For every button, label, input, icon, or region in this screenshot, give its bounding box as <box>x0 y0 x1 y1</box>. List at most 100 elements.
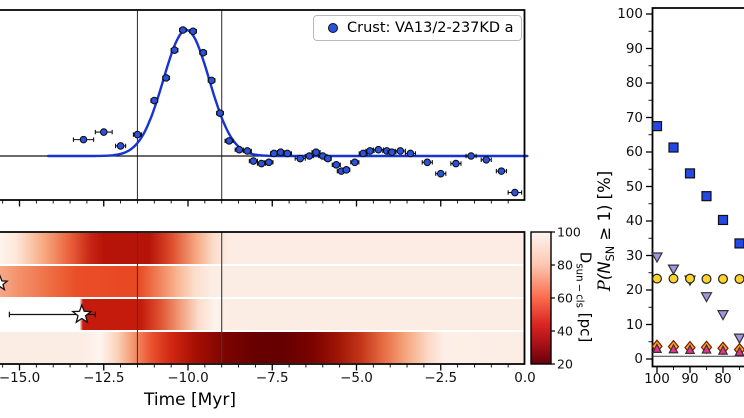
probability-tick-label: 50 <box>625 178 643 195</box>
data-point-crust <box>216 109 224 117</box>
data-point-crust <box>374 145 383 154</box>
data-point-crust <box>296 154 305 163</box>
right-x-tick-label: 100 <box>644 371 670 387</box>
probability-tick-label: 60 <box>625 144 643 160</box>
star-marker <box>71 303 93 324</box>
top-panel-spines <box>0 9 526 201</box>
probability-tick-label: 30 <box>625 247 643 264</box>
data-point-crust <box>189 27 197 36</box>
data-point-crust <box>265 158 273 167</box>
data-point-crust <box>249 157 258 165</box>
probability-tick-label: 70 <box>625 109 643 126</box>
data-point-crust <box>170 46 179 54</box>
data-point-pink-up-triangles <box>684 344 696 355</box>
data-point-crust <box>342 166 351 174</box>
data-point-pink-up-triangles <box>734 346 744 357</box>
data-point-pink-up-triangles <box>701 343 712 354</box>
probability-tick-label: 80 <box>625 75 643 91</box>
data-point-crust <box>133 130 142 139</box>
data-point-crust <box>116 142 125 150</box>
probability-tick-label: 40 <box>625 213 643 229</box>
data-point-crust <box>388 148 396 157</box>
time-tick-label: −7.5 <box>255 370 289 386</box>
time-tick-label: 0.0 <box>514 370 536 386</box>
data-point-pink-up-triangles <box>651 343 663 353</box>
colorbar-frame <box>530 231 552 365</box>
data-point-blue-squares <box>734 238 744 249</box>
heatmap-row-4 <box>0 332 525 363</box>
gaussian-fit-line <box>46 28 529 158</box>
colorbar-tick-label: 40 <box>557 323 573 339</box>
data-point-crust <box>235 145 244 154</box>
time-tick-label: −12.5 <box>83 370 125 386</box>
data-point-blue-squares <box>701 191 712 202</box>
data-point-crust <box>257 159 266 168</box>
data-point-yellow-circles <box>701 273 712 284</box>
data-point-crust <box>270 149 278 158</box>
data-point-crust <box>283 149 292 158</box>
time-tick-label: −2.5 <box>424 370 458 386</box>
legend-box: Crust: VA13/2-237KD a <box>313 15 522 41</box>
data-point-crust <box>436 169 445 178</box>
probability-y-axis-label: P(NSN ≥ 1) [%] <box>594 170 618 292</box>
probability-tick-label: 10 <box>625 316 643 333</box>
legend-marker-icon <box>328 23 338 33</box>
data-point-yellow-circles <box>717 273 728 284</box>
probability-tick-label: 20 <box>625 282 643 298</box>
data-point-blue-squares <box>684 168 696 179</box>
probability-tick-label: 0 <box>634 351 643 367</box>
time-tick-label: −5.0 <box>340 370 373 386</box>
colorbar-tick-label: 60 <box>557 290 573 306</box>
colorbar-label: Dsun − cls [pc] <box>573 251 595 343</box>
right-x-tick-label: 90 <box>681 371 699 387</box>
legend-label: Crust: VA13/2-237KD a <box>347 20 514 36</box>
time-axis-label: Time [Myr] <box>144 390 236 410</box>
data-point-crust <box>150 96 159 105</box>
data-point-crust <box>225 137 233 145</box>
probability-tick-label: 100 <box>617 6 643 22</box>
data-point-purple-down-triangles <box>716 310 730 321</box>
data-point-crust <box>162 74 170 82</box>
data-point-yellow-circles <box>734 273 744 284</box>
script-p-glyph: P <box>594 280 614 292</box>
data-point-crust <box>351 158 359 167</box>
data-point-crust <box>332 161 341 169</box>
data-point-purple-down-triangles <box>650 252 664 264</box>
data-point-pink-up-triangles <box>668 343 679 354</box>
heatmap-row-2 <box>0 266 525 297</box>
data-point-crust <box>312 148 320 157</box>
data-point-purple-down-triangles <box>667 264 680 276</box>
right-panel-spines <box>651 7 744 368</box>
heatmap-row-1 <box>0 233 525 264</box>
data-point-crust <box>511 188 519 197</box>
data-point-crust <box>423 158 432 167</box>
data-point-yellow-circles <box>668 273 679 284</box>
time-tick-label: −10.0 <box>167 370 209 386</box>
heatmap-spines <box>0 231 526 365</box>
data-point-crust <box>305 152 314 160</box>
data-point-crust <box>243 147 252 155</box>
right-x-tick-label: 80 <box>714 371 732 387</box>
data-point-crust <box>406 149 415 158</box>
colorbar-tick-label: 20 <box>557 356 573 372</box>
data-point-crust <box>324 154 332 163</box>
probability-tick-label: 90 <box>625 40 643 57</box>
data-point-crust <box>359 149 368 158</box>
data-point-crust <box>497 167 506 175</box>
data-point-crust <box>452 159 460 168</box>
data-point-crust <box>482 155 491 164</box>
data-point-crust <box>179 26 187 34</box>
data-point-crust <box>396 147 405 155</box>
colorbar-tick-label: 80 <box>557 257 573 273</box>
data-point-crust <box>199 48 207 57</box>
time-tick-label: −15.0 <box>0 370 41 386</box>
colorbar <box>531 232 551 364</box>
data-point-yellow-circles <box>651 273 662 284</box>
data-point-yellow-circles <box>684 273 695 284</box>
data-point-crust <box>467 152 475 160</box>
data-point-crust <box>207 76 216 85</box>
data-point-blue-squares <box>668 142 679 153</box>
data-point-crust <box>79 135 88 144</box>
